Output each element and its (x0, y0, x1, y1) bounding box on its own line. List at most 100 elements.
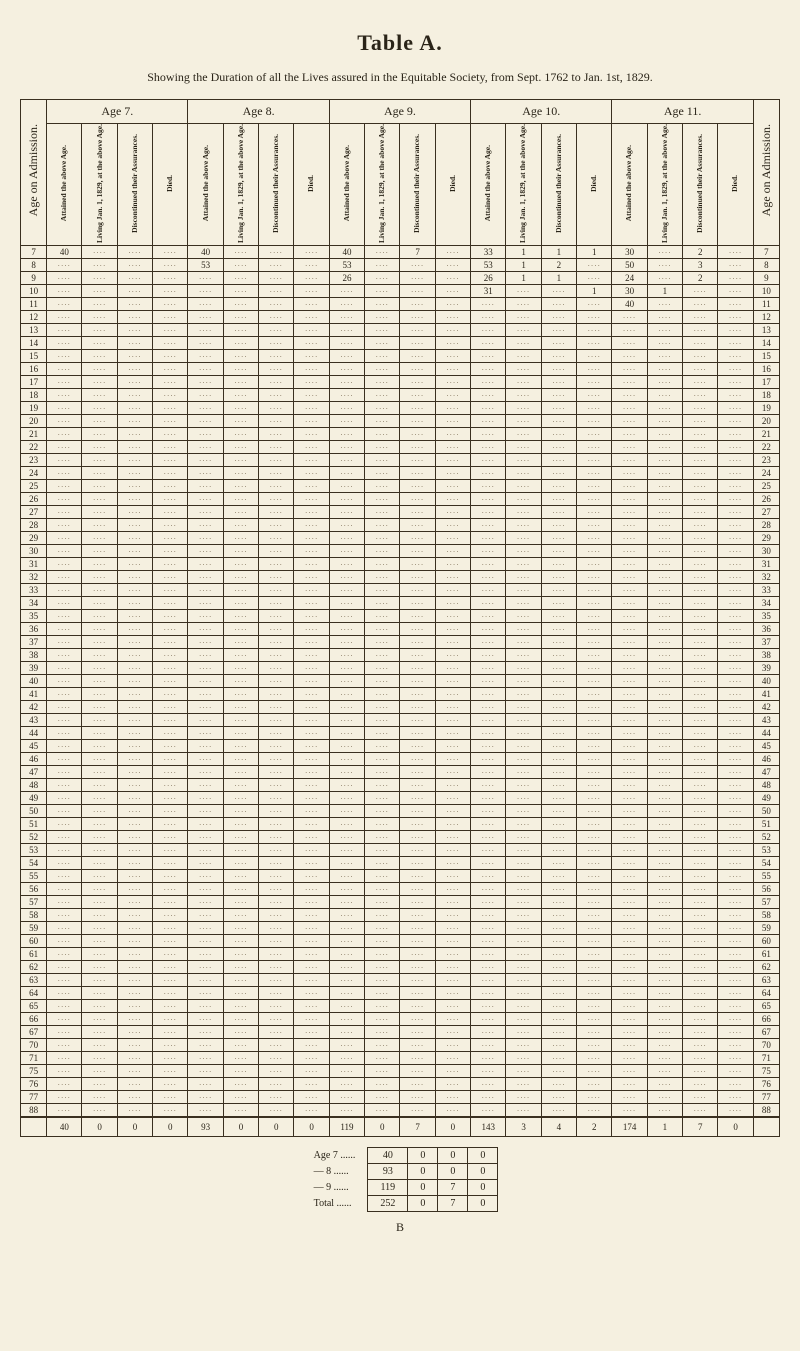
data-cell: ···· (435, 259, 470, 272)
data-cell: ···· (541, 1026, 576, 1039)
table-row: 55······································… (21, 870, 780, 883)
data-cell: ···· (259, 753, 294, 766)
data-cell: ···· (223, 662, 258, 675)
data-cell: ···· (82, 1078, 117, 1091)
data-cell: ···· (47, 467, 82, 480)
data-cell: ···· (259, 558, 294, 571)
data-cell: ···· (541, 740, 576, 753)
data-cell: ···· (471, 1039, 506, 1052)
data-cell: ···· (365, 1039, 400, 1052)
data-cell: ···· (47, 870, 82, 883)
data-cell: ···· (117, 1013, 152, 1026)
data-cell: ···· (435, 1078, 470, 1091)
data-cell: ···· (259, 259, 294, 272)
data-cell: ···· (82, 844, 117, 857)
data-cell: ···· (365, 974, 400, 987)
data-cell: ···· (329, 1065, 364, 1078)
data-cell: ···· (117, 623, 152, 636)
data-cell: ···· (329, 987, 364, 1000)
data-cell: ···· (329, 532, 364, 545)
data-cell: ···· (471, 389, 506, 402)
totals-cell: 93 (188, 1117, 223, 1137)
data-cell: ···· (400, 558, 435, 571)
data-cell: ···· (259, 506, 294, 519)
data-cell: ···· (647, 545, 682, 558)
data-cell: ···· (329, 376, 364, 389)
data-cell: ···· (718, 389, 753, 402)
data-cell: ···· (400, 467, 435, 480)
data-cell: ···· (294, 337, 329, 350)
data-cell: ···· (365, 259, 400, 272)
table-row: 46······································… (21, 753, 780, 766)
data-cell: ···· (683, 662, 718, 675)
data-cell: ···· (294, 285, 329, 298)
data-cell: ···· (365, 519, 400, 532)
row-age-right: 50 (753, 805, 779, 818)
data-cell: ···· (612, 857, 647, 870)
data-cell: ···· (259, 727, 294, 740)
data-cell: ···· (153, 857, 188, 870)
row-age-left: 88 (21, 1104, 47, 1118)
data-cell: ···· (718, 480, 753, 493)
data-cell: ···· (612, 1052, 647, 1065)
row-age-right: 42 (753, 701, 779, 714)
data-cell: ···· (329, 1039, 364, 1052)
data-cell: ···· (577, 675, 612, 688)
table-row: 9································26·····… (21, 272, 780, 285)
table-row: 45······································… (21, 740, 780, 753)
data-cell: ···· (294, 857, 329, 870)
data-cell: ···· (329, 623, 364, 636)
data-cell: ···· (223, 337, 258, 350)
data-cell: ···· (294, 1091, 329, 1104)
data-cell: ···· (294, 480, 329, 493)
data-cell: ···· (365, 844, 400, 857)
data-cell: ···· (683, 480, 718, 493)
data-cell: ···· (153, 870, 188, 883)
data-cell: ···· (647, 571, 682, 584)
data-cell: ···· (188, 467, 223, 480)
data-cell: ···· (541, 805, 576, 818)
data-cell: ···· (471, 558, 506, 571)
data-cell: ···· (541, 688, 576, 701)
data-cell: ···· (647, 298, 682, 311)
data-cell: ···· (82, 779, 117, 792)
data-cell: ···· (188, 792, 223, 805)
table-row: 14······································… (21, 337, 780, 350)
data-cell: ···· (718, 1000, 753, 1013)
data-cell: ···· (471, 779, 506, 792)
data-cell: ···· (471, 1104, 506, 1118)
data-cell: ···· (612, 311, 647, 324)
data-cell: ···· (294, 688, 329, 701)
totals-cell: 0 (718, 1117, 753, 1137)
data-cell: ···· (683, 896, 718, 909)
data-cell: ···· (223, 298, 258, 311)
data-cell: ···· (117, 545, 152, 558)
data-cell: ···· (506, 1013, 541, 1026)
data-cell: ···· (82, 792, 117, 805)
data-cell: ···· (329, 519, 364, 532)
data-cell: ···· (647, 610, 682, 623)
totals-cell: 2 (577, 1117, 612, 1137)
summary-table: Age 7 ......40000— 8 ......93000— 9 ....… (302, 1147, 499, 1212)
data-cell: ···· (718, 831, 753, 844)
row-age-right: 20 (753, 415, 779, 428)
data-cell: ···· (117, 519, 152, 532)
data-cell: ···· (223, 857, 258, 870)
data-cell: ···· (47, 1091, 82, 1104)
data-cell: ···· (647, 974, 682, 987)
data-cell: ···· (541, 571, 576, 584)
data-cell: ···· (365, 428, 400, 441)
data-cell: ···· (683, 688, 718, 701)
data-cell: ···· (541, 597, 576, 610)
data-cell: ···· (47, 727, 82, 740)
data-cell: ···· (400, 727, 435, 740)
data-cell: ···· (435, 987, 470, 1000)
data-cell: ···· (82, 1039, 117, 1052)
data-cell: ···· (117, 532, 152, 545)
row-age-left: 31 (21, 558, 47, 571)
data-cell: ···· (647, 727, 682, 740)
data-cell: ···· (577, 1052, 612, 1065)
data-cell: ···· (471, 337, 506, 350)
data-cell: ···· (47, 1039, 82, 1052)
table-row: 39······································… (21, 662, 780, 675)
